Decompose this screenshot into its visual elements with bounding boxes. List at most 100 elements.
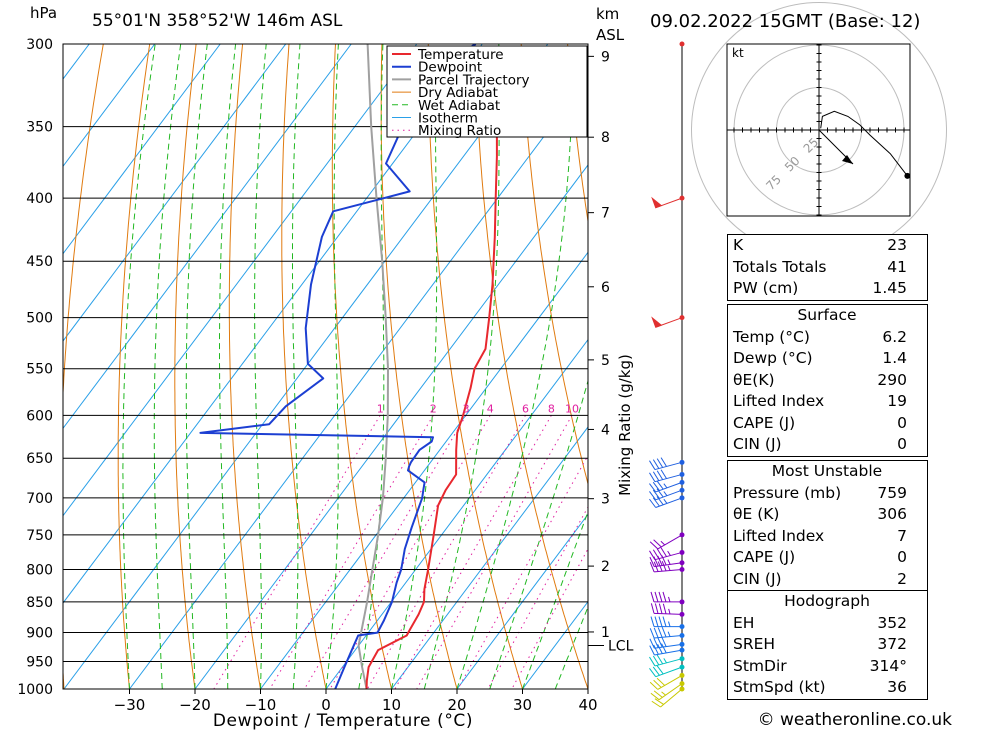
- surface-value: 19: [887, 392, 907, 410]
- height-tick-label: 7: [601, 206, 610, 222]
- wind-barb: [656, 548, 664, 558]
- wind-barb: [661, 636, 667, 647]
- wind-barb-half: [667, 559, 671, 565]
- isotherm: [63, 44, 221, 255]
- wind-barb: [653, 637, 659, 648]
- hodograph-stat-label: StmDir: [733, 656, 787, 675]
- wet-adiabat: [554, 605, 588, 689]
- wind-barb: [650, 603, 655, 614]
- most-unstable-row: CIN (J) 2: [728, 569, 927, 591]
- hodograph-stat-label: StmSpd (kt): [733, 678, 826, 696]
- mixing-ratio-label: 3: [463, 402, 470, 415]
- wind-barb-staff: [657, 675, 683, 690]
- hodograph-stats-title: Hodograph: [728, 590, 927, 613]
- sounding-datetime: 09.02.2022 15GMT (Base: 12): [650, 11, 921, 32]
- wind-barb-half: [668, 596, 671, 603]
- wind-barb: [652, 655, 660, 666]
- legend-entry: Isotherm: [418, 111, 478, 127]
- most-unstable-label: Pressure (mb): [733, 483, 842, 502]
- wind-barb: [654, 603, 659, 614]
- wind-barb: [653, 679, 662, 688]
- surface-row: CAPE (J) 0: [728, 413, 927, 435]
- wind-barb-staff: [654, 643, 683, 649]
- wind-barb-half: [663, 491, 668, 496]
- mixing-ratio-axis-label: Mixing Ratio (g/kg): [616, 354, 634, 496]
- wind-barb: [649, 460, 656, 470]
- wind-barb-staff: [654, 473, 683, 483]
- pressure-tick-label: 600: [26, 408, 53, 424]
- index-row-pw: PW (cm) 1.45: [728, 278, 927, 300]
- index-value: 1.45: [872, 279, 907, 297]
- surface-label: Lifted Index: [733, 392, 825, 410]
- dewpoint-line: [199, 44, 477, 689]
- wind-barb-staff: [655, 497, 683, 508]
- wind-barb: [649, 562, 655, 573]
- pressure-tick-label: 650: [26, 451, 53, 467]
- wind-barb: [652, 666, 660, 676]
- wind-barb-half: [663, 498, 668, 504]
- wind-barb: [656, 470, 664, 480]
- wind-barb: [658, 616, 663, 627]
- legend-box: [386, 45, 588, 138]
- wind-barb: [649, 550, 656, 560]
- most-unstable-value: 0: [897, 548, 907, 566]
- wind-barb-staff: [654, 562, 683, 568]
- wind-barb-staff: [653, 612, 683, 615]
- wet-adiabat: [153, 44, 182, 689]
- hodograph-stat-value: 372: [877, 635, 907, 653]
- dry-adiabat: [331, 44, 392, 689]
- surface-value: 0: [897, 435, 907, 453]
- temperature-tick-label: 20: [447, 696, 466, 714]
- wind-barb: [661, 560, 667, 572]
- mixing-ratio-label: 2: [430, 402, 437, 415]
- most-unstable-value: 759: [877, 483, 907, 502]
- asl-label: ASL: [596, 26, 625, 44]
- height-tick-label: 5: [601, 353, 610, 369]
- surface-row: CIN (J) 0: [728, 434, 927, 456]
- wet-adiabat: [219, 44, 237, 689]
- pressure-tick-label: 450: [26, 254, 53, 270]
- legend-entry: Dewpoint: [418, 60, 482, 76]
- surface-label: θE(K): [733, 370, 775, 389]
- wet-adiabat: [292, 44, 301, 689]
- wind-barb: [649, 656, 656, 667]
- most-unstable-row: CAPE (J) 0: [728, 547, 927, 569]
- credit-link[interactable]: © weatheronline.co.uk: [757, 710, 952, 730]
- most-unstable-value: 306: [877, 505, 907, 523]
- wind-barb: [649, 491, 657, 501]
- wind-barb: [652, 497, 660, 507]
- wind-barb-staff: [660, 688, 683, 708]
- legend-entry: Wet Adiabat: [418, 98, 500, 114]
- temperature-tick-label: 0: [321, 696, 331, 714]
- wind-barb-half: [660, 540, 666, 546]
- dry-adiabat: [380, 44, 458, 689]
- hodograph-stat-label: EH: [733, 613, 755, 632]
- index-label: PW (cm): [733, 279, 799, 297]
- temperature-tick-label: −20: [179, 696, 211, 714]
- height-tick-label: 1: [601, 625, 610, 641]
- wind-barb-staff: [654, 568, 683, 573]
- pressure-tick-label: 900: [26, 626, 53, 642]
- wind-barb: [656, 654, 664, 665]
- wind-barb: [650, 616, 655, 627]
- wind-barb-staff: [654, 635, 683, 639]
- wind-barb-staff: [654, 551, 683, 561]
- temperature-tick-label: 40: [578, 696, 597, 714]
- hodograph-stat-row: EH 352: [728, 613, 927, 635]
- surface-value: 1.4: [882, 349, 907, 367]
- mixing-ratio-label: 10: [565, 402, 579, 415]
- dry-adiabat: [567, 44, 588, 225]
- mixing-ratio-label: 1: [377, 402, 384, 415]
- surface-label: Temp (°C): [733, 327, 810, 346]
- hodograph-trace: [820, 110, 908, 177]
- wind-profile: [649, 41, 685, 708]
- most-unstable-panel: Most Unstable Pressure (mb) 759 θE (K) 306…: [727, 460, 928, 700]
- wind-barb: [650, 692, 660, 701]
- pressure-tick-label: 500: [26, 311, 53, 327]
- x-axis-label: Dewpoint / Temperature (°C): [213, 711, 473, 731]
- surface-panel: Surface Temp (°C) 6.2 Dewp (°C) 1.4 θE(K) 2…: [727, 304, 928, 457]
- dry-adiabat: [63, 44, 104, 689]
- temperature-tick-labels: −30 −20 −10 0 10 20 30 40: [114, 689, 598, 714]
- wind-barb: [656, 677, 666, 686]
